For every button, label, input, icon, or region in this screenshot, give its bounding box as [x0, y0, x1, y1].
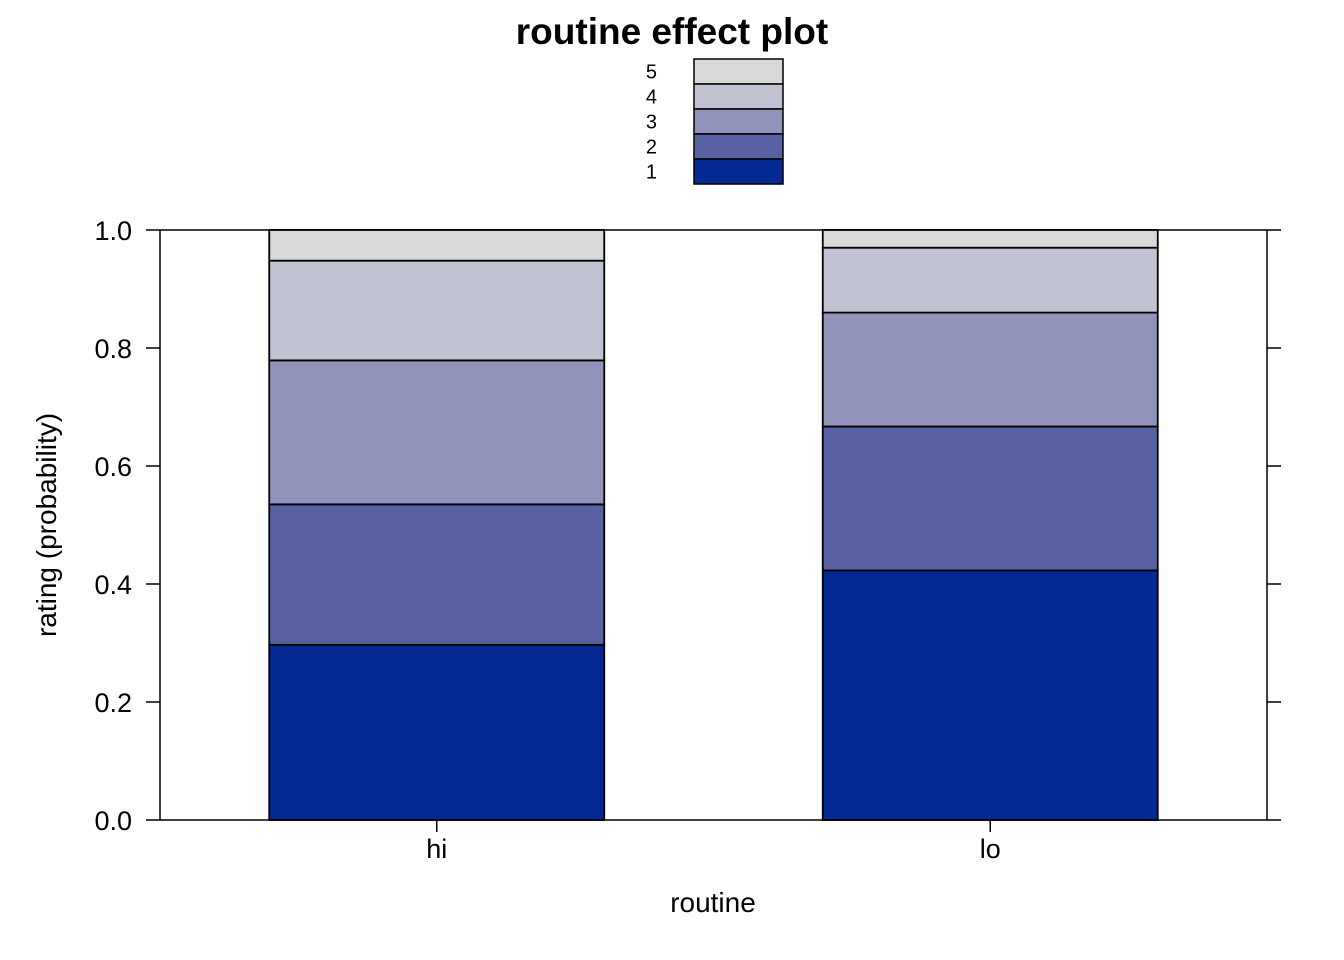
legend-swatch-2	[693, 133, 784, 160]
legend-label-4: 4	[646, 87, 657, 109]
bar-segment-hi-4	[268, 259, 606, 362]
legend-label-5: 5	[646, 62, 657, 84]
chart-title: routine effect plot	[516, 11, 828, 52]
legend-swatch-3	[693, 108, 784, 135]
legend: 5 4 3 2 1	[646, 58, 784, 185]
x-tick-label: hi	[426, 834, 447, 864]
bar-segment-lo-2	[821, 425, 1159, 572]
bar-segment-hi-3	[268, 359, 606, 506]
bar-segment-lo-1	[821, 569, 1159, 821]
y-tick-label: 0.8	[94, 334, 132, 364]
legend-swatch-5	[693, 58, 784, 85]
y-axis-label: rating (probability)	[31, 413, 62, 637]
legend-label-3: 3	[646, 112, 657, 134]
bar-segment-hi-5	[268, 229, 606, 262]
plot-frame	[159, 229, 1268, 821]
bar-segment-hi-1	[268, 643, 606, 821]
y-tick-label: 1.0	[94, 216, 132, 246]
y-tick-label: 0.0	[94, 806, 132, 836]
plot-area: hi lo 0.0 0.2 0.4 0.6 0.8 1.0	[94, 216, 1281, 864]
legend-label-1: 1	[646, 162, 657, 184]
bar-segment-lo-3	[821, 311, 1159, 428]
legend-swatch-4	[693, 83, 784, 110]
legend-swatch-1	[693, 158, 784, 185]
y-tick-label: 0.6	[94, 452, 132, 482]
x-tick-label: lo	[980, 834, 1001, 864]
y-tick-label: 0.2	[94, 688, 132, 718]
bar-segment-lo-4	[821, 246, 1159, 314]
bar-segment-lo-5	[821, 229, 1159, 249]
bar-segment-hi-2	[268, 503, 606, 646]
x-axis-label: routine	[670, 887, 756, 918]
y-tick-label: 0.4	[94, 570, 132, 600]
legend-label-2: 2	[646, 137, 657, 159]
